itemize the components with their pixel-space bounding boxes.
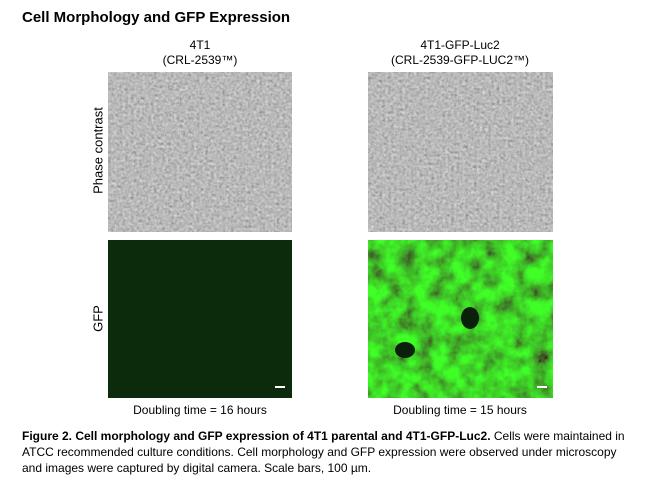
micrographs	[108, 72, 553, 398]
caption-heading: Figure 2. Cell morphology and GFP expres…	[22, 429, 491, 443]
column-catalog: (CRL-2539™)	[162, 53, 238, 67]
doubling-time: Doubling time = 16 hours	[133, 403, 267, 417]
scale-bar	[275, 386, 285, 388]
caption: Figure 2. Cell morphology and GFP expres…	[22, 428, 634, 476]
phase-texture	[368, 72, 553, 232]
figure-title: Cell Morphology and GFP Expression	[22, 9, 291, 26]
phase-texture	[108, 72, 292, 232]
doubling-time: Doubling time = 15 hours	[393, 403, 527, 417]
column-catalog: (CRL-2539-GFP-LUC2™)	[390, 53, 530, 67]
gfp-void	[461, 307, 479, 329]
gfp-void	[395, 342, 415, 358]
column-label: 4T1-GFP-Luc2	[420, 38, 500, 52]
scale-bar	[537, 386, 547, 388]
caption-text: Cells were maintained in ATCC recommende…	[22, 429, 625, 475]
gfp-texture	[368, 240, 553, 398]
gfp-image	[108, 240, 292, 398]
column-label: 4T1	[189, 38, 211, 52]
